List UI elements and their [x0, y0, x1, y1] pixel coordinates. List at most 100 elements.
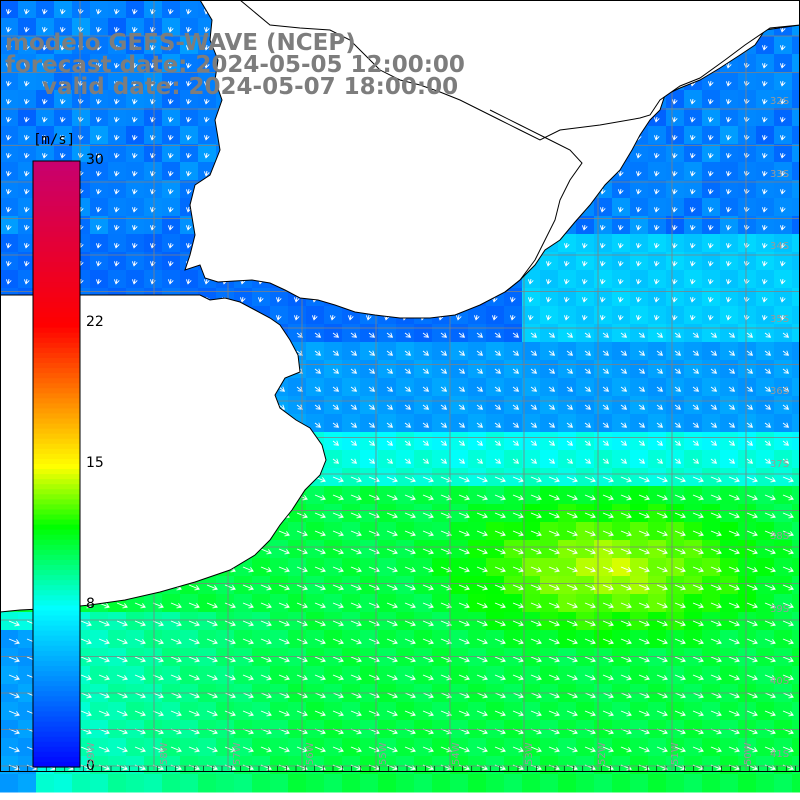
wind-arrow	[494, 584, 506, 591]
wind-arrow	[113, 152, 120, 159]
wind-arrow	[638, 746, 650, 753]
wind-arrow	[512, 674, 524, 681]
wind-arrow	[725, 224, 732, 231]
colorbar-segment	[33, 327, 80, 334]
wind-arrow	[242, 566, 254, 573]
colorbar-tick-label: 22	[86, 313, 104, 330]
wind-arrow	[566, 674, 578, 681]
wind-arrow	[563, 278, 570, 285]
wind-arrow	[674, 512, 686, 519]
wind-arrow	[440, 422, 448, 428]
wind-arrow	[728, 332, 736, 338]
colorbar-segment	[33, 761, 80, 768]
wind-arrow	[494, 386, 502, 392]
wind-arrow	[782, 476, 794, 483]
wind-arrow	[728, 638, 740, 645]
wind-arrow	[764, 422, 772, 428]
wind-arrow	[113, 116, 120, 123]
wind-arrow	[548, 548, 560, 555]
wind-arrow	[581, 224, 588, 231]
speed-cell	[306, 774, 325, 793]
wind-arrow	[566, 530, 578, 537]
wind-arrow	[242, 692, 254, 699]
colorbar-tick-label: 0	[86, 758, 95, 774]
wind-arrow	[278, 656, 290, 663]
wind-arrow	[689, 224, 696, 231]
wind-arrow	[491, 314, 498, 321]
colorbar-segment	[33, 660, 80, 667]
wind-arrow	[512, 386, 520, 392]
wind-arrow	[386, 440, 394, 446]
wind-arrow	[185, 170, 192, 177]
wind-arrow	[581, 260, 588, 267]
wind-arrow	[581, 296, 588, 303]
wind-arrow	[602, 548, 614, 555]
colorbar-segment	[33, 413, 80, 420]
wind-arrow	[422, 422, 430, 428]
wind-arrow	[476, 566, 488, 573]
wind-arrow	[638, 458, 646, 464]
wind-arrow	[476, 584, 488, 591]
colorbar-segment	[33, 241, 80, 248]
wind-arrow	[386, 404, 394, 410]
wind-arrow	[617, 314, 624, 321]
wind-arrow	[746, 638, 758, 645]
wind-arrow	[404, 602, 416, 609]
wind-arrow	[638, 566, 650, 573]
wind-arrow	[620, 476, 632, 483]
speed-cell	[738, 774, 757, 793]
wind-arrow	[635, 152, 642, 159]
wind-arrow	[602, 530, 614, 537]
wind-arrow	[548, 512, 560, 519]
wind-arrow	[260, 692, 272, 699]
wind-arrow	[545, 296, 552, 303]
wind-arrow	[638, 332, 646, 338]
wind-arrow	[779, 278, 786, 285]
speed-cell	[252, 774, 271, 793]
wind-arrow	[98, 638, 110, 645]
wind-arrow	[656, 602, 668, 609]
wind-arrow	[422, 674, 434, 681]
wind-arrow	[314, 746, 326, 753]
wind-arrow	[653, 260, 660, 267]
wind-arrow	[116, 746, 128, 753]
wind-arrow	[584, 692, 596, 699]
wind-arrow	[476, 458, 484, 464]
speed-cell	[486, 774, 505, 793]
wind-arrow	[116, 602, 128, 609]
wind-arrow	[656, 440, 664, 446]
wind-arrow	[167, 116, 174, 123]
wind-arrow	[782, 386, 790, 392]
wind-arrow	[728, 566, 740, 573]
speed-cell	[324, 774, 343, 793]
wind-arrow	[422, 710, 434, 717]
wind-arrow	[170, 710, 182, 717]
wind-arrow	[350, 530, 362, 537]
wind-arrow	[260, 602, 272, 609]
wind-arrow	[656, 422, 664, 428]
wind-arrow	[5, 80, 12, 87]
wind-arrow	[134, 620, 146, 627]
wind-arrow	[476, 710, 488, 717]
wind-arrow	[779, 296, 786, 303]
wind-arrow	[671, 278, 678, 285]
speed-cell	[792, 126, 800, 145]
wind-arrow	[80, 692, 92, 699]
wind-arrow	[563, 242, 570, 249]
wind-arrow	[59, 134, 66, 141]
wind-arrow	[602, 692, 614, 699]
wind-arrow	[5, 170, 12, 177]
wind-arrow	[710, 548, 722, 555]
wind-arrow	[8, 710, 20, 717]
wind-arrow	[674, 566, 686, 573]
wind-arrow	[656, 476, 668, 483]
colorbar-segment	[33, 671, 80, 677]
wind-arrow	[584, 332, 592, 338]
wind-arrow	[440, 458, 448, 464]
speed-cell	[792, 450, 800, 469]
wind-arrow	[656, 350, 664, 356]
speed-cell	[378, 774, 397, 793]
colorbar-segment	[33, 302, 80, 309]
speed-cell	[792, 198, 800, 217]
wind-arrow	[131, 116, 138, 123]
